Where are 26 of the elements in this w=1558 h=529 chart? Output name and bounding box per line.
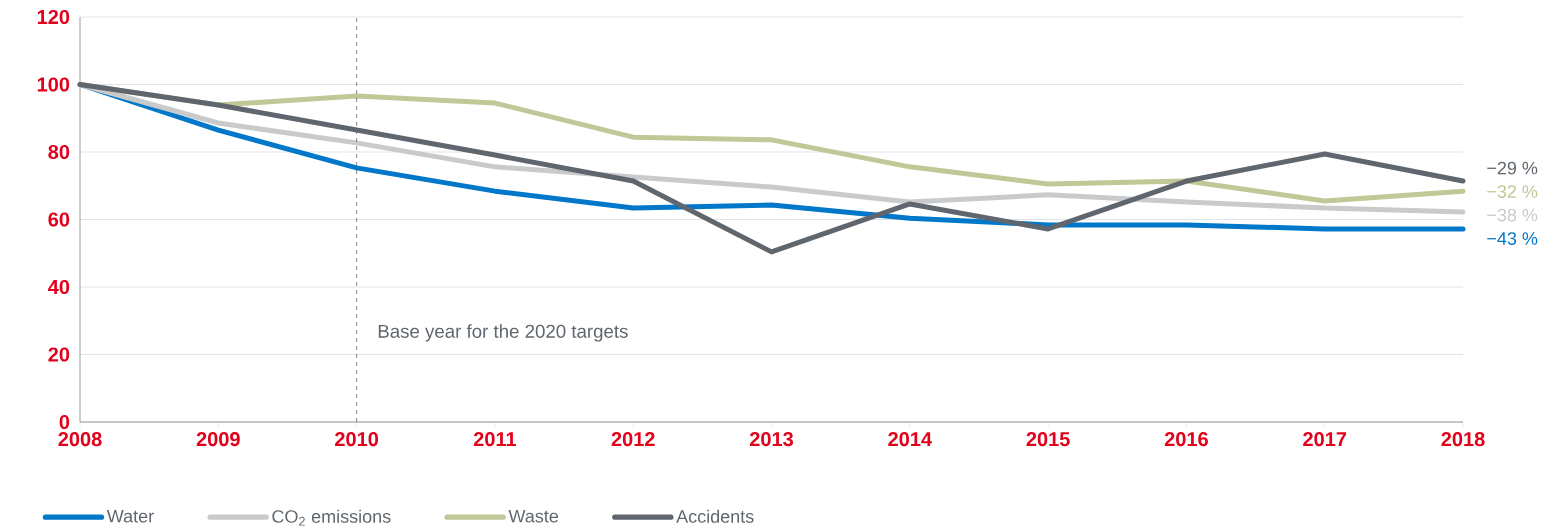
x-tick-label: 2008 bbox=[58, 432, 102, 447]
y-tick-label: 80 bbox=[48, 144, 70, 160]
legend-label: Accidents bbox=[676, 509, 754, 523]
x-tick-label: 2015 bbox=[1026, 432, 1070, 447]
y-tick-label: 60 bbox=[48, 212, 70, 227]
legend-label: Waste bbox=[508, 509, 559, 523]
x-tick-label: 2014 bbox=[888, 432, 932, 447]
text: −29 % bbox=[1487, 161, 1538, 175]
x-tick-label: 2017 bbox=[1303, 432, 1347, 447]
ref-line-label: Base year for the 2020 targets bbox=[378, 324, 628, 342]
legend-label: Water bbox=[106, 509, 154, 523]
y-tick-label: 100 bbox=[37, 77, 70, 92]
x-tick-label: 2013 bbox=[749, 432, 794, 447]
x-tick-label: 2011 bbox=[473, 432, 517, 447]
legend-label: CO$_{2}$ emissions bbox=[272, 509, 391, 526]
x-tick-label: 2012 bbox=[611, 432, 655, 447]
y-tick-label: 40 bbox=[48, 279, 70, 295]
y-tick-label: 120 bbox=[37, 9, 70, 25]
x-tick-label: 2009 bbox=[196, 432, 240, 447]
y-tick-label: 20 bbox=[48, 347, 70, 362]
y-tick-label: 0 bbox=[59, 414, 70, 430]
x-tick-label: 2010 bbox=[335, 432, 379, 447]
text: −43 % bbox=[1487, 232, 1538, 245]
x-tick-label: 2016 bbox=[1164, 432, 1208, 447]
text: −32 % bbox=[1487, 185, 1538, 198]
x-tick-label: 2018 bbox=[1441, 432, 1485, 447]
